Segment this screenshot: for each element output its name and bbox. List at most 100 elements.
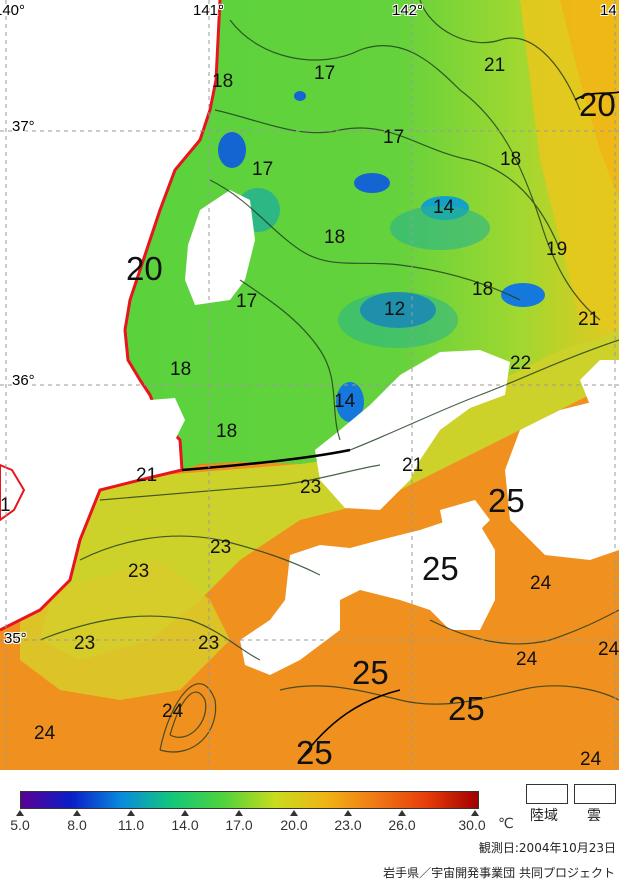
contour-label: 24 — [580, 749, 602, 770]
cold-patch-7 — [336, 382, 364, 422]
tick-mark — [73, 810, 81, 816]
contour-label: 18 — [500, 149, 522, 170]
lon-label-141: 141° — [193, 2, 225, 19]
contour-label: 17 — [252, 159, 274, 180]
legend: 5.0 8.0 11.0 14.0 17.0 20.0 23.0 26.0 30… — [0, 770, 619, 881]
sst-map-canvas — [0, 0, 619, 770]
colorbar-tick-label: 23.0 — [334, 817, 362, 833]
contour-label: 25 — [352, 654, 389, 691]
cloud-label: 雲 — [587, 808, 601, 824]
colorbar-tick-label: 14.0 — [171, 817, 199, 833]
contour-warm-3 — [279, 685, 619, 705]
land-label: 陸域 — [530, 808, 558, 824]
tick-mark — [235, 810, 243, 816]
lon-label-142: 142° — [392, 2, 424, 19]
contour-label: 23 — [74, 633, 96, 654]
cold-patch-3 — [354, 173, 390, 193]
contour-southwest-core — [169, 691, 207, 738]
colorbar-tick-label: 11.0 — [117, 817, 145, 833]
sst-map: 140° 141° 142° 14 37° 36° 35° 18 17 17 2… — [0, 0, 619, 770]
contour-label: 18 — [324, 227, 346, 248]
contour-label: 14 — [433, 197, 455, 218]
observation-date: 観測日:2004年10月23日 — [478, 841, 616, 855]
contour-label: 14 — [334, 391, 356, 412]
cloud-east-2 — [580, 360, 619, 410]
contour-label: 24 — [530, 573, 552, 594]
cloud-east — [505, 395, 619, 560]
contour-label: 20 — [126, 250, 163, 287]
contour-label: 18 — [216, 421, 238, 442]
contour-label: 23 — [300, 477, 322, 498]
tick-mark — [471, 810, 479, 816]
cool-patch-2 — [390, 206, 490, 250]
unit-label: ℃ — [498, 816, 514, 832]
contour-label: 23 — [210, 537, 232, 558]
contour-label: 17 — [236, 291, 258, 312]
land-swatch — [526, 784, 568, 804]
colorbar-tick-label: 30.0 — [458, 817, 486, 833]
contour-label: 20 — [579, 86, 616, 123]
contour-warm-2 — [39, 615, 261, 661]
contour-label: 24 — [516, 649, 538, 670]
tick-mark — [181, 810, 189, 816]
contour-20-east — [574, 91, 619, 101]
contour-label: 17 — [314, 63, 336, 84]
contour-label: 25 — [422, 550, 459, 587]
lat-label-36: 36° — [12, 372, 35, 389]
tick-mark — [16, 810, 24, 816]
contour-label: 21 — [402, 455, 424, 476]
contour-label: 1 — [0, 495, 11, 516]
contour-label: 25 — [448, 690, 485, 727]
temperature-colorbar — [20, 791, 479, 809]
contour-cool-2 — [214, 109, 561, 251]
colorbar-tick-label: 26.0 — [388, 817, 416, 833]
contour-east — [419, 0, 581, 111]
contour-warm-4 — [429, 609, 619, 645]
cold-patch-1 — [218, 132, 246, 168]
credit-text: 岩手県／宇宙開発事業団 共同プロジェクト — [383, 866, 615, 880]
cold-patch-6 — [501, 283, 545, 307]
cloud-west — [185, 190, 255, 305]
contour-25-south — [299, 689, 401, 761]
contour-label: 18 — [212, 71, 234, 92]
contour-label: 18 — [472, 279, 494, 300]
lon-label-143: 14 — [600, 2, 617, 19]
cool-patch-3 — [338, 292, 458, 348]
yellow-water-southwest — [20, 560, 230, 700]
contour-label: 25 — [296, 734, 333, 770]
cloud-south-1 — [240, 520, 495, 675]
thermal-front-line — [181, 448, 351, 472]
contour-label: 21 — [578, 309, 600, 330]
contour-label: 24 — [34, 723, 56, 744]
cool-water-region — [125, 0, 619, 470]
cloud-coast — [150, 398, 185, 440]
colorbar-tick-label: 8.0 — [67, 817, 87, 833]
tick-mark — [127, 810, 135, 816]
land-honshu — [0, 0, 220, 630]
contour-cool-1 — [229, 19, 601, 321]
contour-label: 23 — [198, 633, 220, 654]
lon-label-140: 140° — [0, 2, 26, 19]
contour-label: 24 — [162, 701, 184, 722]
cloud-south-2 — [440, 500, 490, 540]
east-warm-inner — [560, 0, 619, 200]
tick-mark — [398, 810, 406, 816]
contour-label: 17 — [383, 127, 405, 148]
contour-label: 21 — [484, 55, 506, 76]
cloud-central — [315, 350, 510, 510]
contour-label: 25 — [488, 482, 525, 519]
contour-label: 21 — [136, 465, 158, 486]
contour-cool-3 — [209, 179, 521, 301]
colorbar-tick-label: 5.0 — [10, 817, 30, 833]
cloud-swatch — [574, 784, 616, 804]
colorbar-tick-label: 20.0 — [280, 817, 308, 833]
contour-label: 12 — [384, 299, 406, 320]
contour-label: 19 — [546, 239, 568, 260]
contour-label: 22 — [510, 353, 532, 374]
contour-warm-1 — [79, 535, 321, 576]
lat-label-35: 35° — [4, 630, 27, 647]
coastline — [0, 0, 222, 632]
cold-patch-2 — [294, 91, 306, 101]
contour-cool-4 — [239, 279, 341, 441]
lat-lon-grid — [0, 0, 619, 770]
